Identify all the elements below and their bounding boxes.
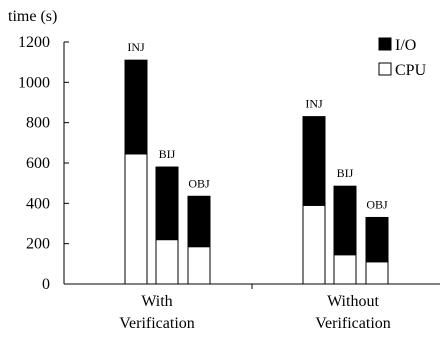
bar-segment-cpu <box>333 254 357 285</box>
bar-segment-io <box>124 59 148 155</box>
group-label-line: With <box>141 293 172 310</box>
bar-label: BIJ <box>337 166 354 180</box>
y-tick-label: 200 <box>26 236 50 253</box>
bar-label: INJ <box>127 40 145 54</box>
bar-label: OBJ <box>188 176 210 190</box>
bar-segment-cpu <box>187 246 211 285</box>
bar-label: INJ <box>305 97 323 111</box>
bar-label: BIJ <box>159 147 176 161</box>
y-tick-label: 600 <box>26 155 50 172</box>
group-label-line: Verification <box>119 315 195 332</box>
bar-segment-cpu <box>124 153 148 285</box>
legend: I/O CPU <box>378 37 427 79</box>
bar-segment-io <box>365 216 389 263</box>
bar-segment-io <box>187 195 211 248</box>
bar-segment-io <box>333 185 357 256</box>
bars: INJ BIJ OBJ INJ BIJ OBJ <box>124 40 389 285</box>
legend-label: CPU <box>395 62 427 79</box>
group-label-line: Without <box>327 293 379 310</box>
y-tick-label: 1200 <box>18 34 50 51</box>
legend-swatch <box>378 62 392 76</box>
y-axis-ticks: 0 200 400 600 800 1000 1200 <box>18 34 69 293</box>
bar-segment-cpu <box>155 239 179 285</box>
y-tick-label: 400 <box>26 195 50 212</box>
y-tick-label: 800 <box>26 115 50 132</box>
x-axis-group-labels: With Verification Without Verification <box>119 293 391 332</box>
legend-swatch <box>378 37 392 51</box>
y-tick-label: 0 <box>42 276 50 293</box>
bar-segment-io <box>155 166 179 241</box>
bar-segment-cpu <box>302 204 326 285</box>
bar-label: OBJ <box>366 197 388 211</box>
bar-segment-io <box>302 116 326 206</box>
y-axis-title: time (s) <box>8 8 57 25</box>
axes <box>63 42 440 289</box>
y-tick-label: 1000 <box>18 74 50 91</box>
bar-segment-cpu <box>365 261 389 285</box>
group-label-line: Verification <box>315 315 391 332</box>
legend-label: I/O <box>395 37 416 54</box>
